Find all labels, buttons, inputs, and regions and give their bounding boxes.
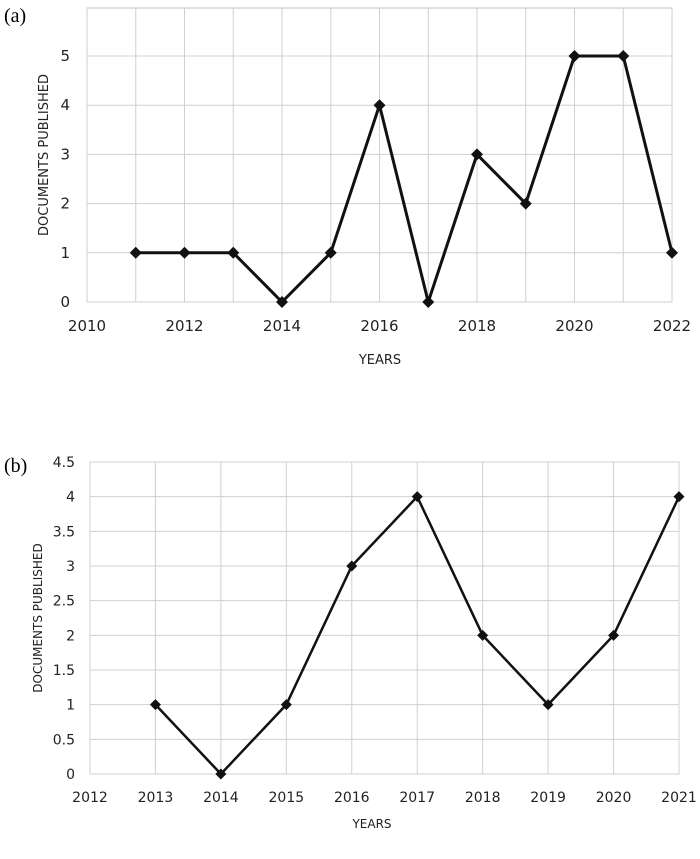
chart-b-data-point	[477, 629, 489, 641]
chart-a-x-tick-label: 2020	[555, 317, 593, 335]
chart-b-x-tick-label: 2013	[138, 790, 174, 806]
chart-a-x-tick-label: 2022	[653, 317, 691, 335]
chart-a-y-tick-label: 3	[60, 145, 70, 163]
chart-a-x-axis-title: YEARS	[358, 353, 401, 368]
chart-a-x-tick-label: 2016	[360, 317, 398, 335]
chart-b-y-tick-label: 0.5	[53, 732, 75, 748]
chart-b-y-tick-labels: 0 0.5 1 1.5 2 2.5 3 3.5 4 4.5	[53, 455, 75, 783]
chart-b-y-axis-title: DOCUMENTS PUBLISHED	[31, 543, 45, 692]
chart-a-data-point	[129, 246, 142, 259]
chart-b-data-point	[149, 699, 161, 711]
chart-a-data-point	[324, 246, 337, 259]
chart-a-data-point	[471, 148, 483, 161]
chart-b-x-tick-label: 2019	[530, 790, 566, 806]
chart-a-data-point	[666, 246, 678, 259]
chart-a-data-point	[227, 246, 240, 259]
chart-b-x-tick-label: 2014	[203, 790, 239, 806]
chart-a-data-point	[617, 50, 630, 62]
chart-b-gridlines	[89, 461, 680, 775]
chart-b-y-tick-label: 3.5	[53, 524, 75, 540]
chart-b-data-point	[280, 699, 292, 711]
chart-b-x-tick-label: 2015	[269, 790, 305, 806]
chart-a-y-tick-labels: 0 1 2 3 4 5	[60, 47, 70, 311]
chart-b-series	[149, 491, 685, 780]
chart-b-data-point	[608, 629, 620, 641]
chart-a-data-point	[422, 296, 435, 308]
chart-b-x-tick-label: 2012	[72, 790, 108, 806]
chart-b-data-point	[411, 491, 423, 503]
chart-a-y-tick-label: 2	[60, 195, 70, 213]
chart-a-x-tick-label: 2014	[263, 317, 301, 335]
chart-b-y-tick-label: 1	[66, 698, 75, 714]
chart-b-y-tick-label: 4	[66, 490, 75, 506]
chart-a-y-tick-label: 0	[60, 293, 70, 311]
chart-b-data-point	[346, 560, 358, 572]
chart-a-x-tick-label: 2018	[458, 317, 496, 335]
chart-b-x-tick-label: 2018	[465, 790, 501, 806]
chart-a-gridlines	[86, 7, 673, 303]
chart-b-x-tick-label: 2021	[661, 790, 697, 806]
chart-b-y-tick-label: 2.5	[53, 594, 75, 610]
chart-a-y-tick-label: 4	[60, 96, 70, 114]
chart-a-series	[129, 50, 678, 308]
chart-a-data-point	[178, 246, 191, 259]
chart-b-x-tick-labels: 2012 2013 2014 2015 2016 2017 2018 2019 2020 2021	[72, 790, 697, 806]
chart-b-data-point	[542, 699, 554, 711]
chart-b-x-axis-title: YEARS	[351, 817, 391, 831]
chart-a-x-tick-labels: 2010 2012 2014 2016 2018 2020 2022	[68, 317, 691, 335]
chart-a-data-point	[568, 50, 581, 62]
chart-a-data-point	[373, 99, 386, 112]
chart-b-y-tick-label: 4.5	[53, 455, 75, 471]
chart-b: (b) 00.511.522.533.544.5 2012 2013 2014 201…	[4, 455, 697, 831]
chart-a-x-tick-label: 2012	[165, 317, 203, 335]
chart-a-series-line	[135, 54, 674, 308]
panel-label-a: (a)	[4, 5, 26, 27]
chart-a-y-axis-title: DOCUMENTS PUBLISHED	[37, 74, 52, 236]
chart-a-data-point	[276, 296, 288, 308]
chart-b-x-tick-label: 2016	[334, 790, 370, 806]
chart-a-data-point	[519, 197, 532, 210]
chart-b-y-tick-label: 1.5	[53, 663, 75, 679]
chart-b-data-point	[215, 768, 227, 780]
panel-label-b: (b)	[4, 455, 27, 477]
chart-b-y-tick-label: 0	[66, 767, 75, 783]
chart-a-y-tick-label: 5	[60, 47, 70, 65]
chart-a-y-tick-label: 1	[60, 244, 70, 262]
chart-b-x-tick-label: 2020	[596, 790, 632, 806]
chart-b-x-tick-label: 2017	[399, 790, 435, 806]
chart-b-data-point	[673, 491, 685, 503]
chart-a-x-tick-label: 2010	[68, 317, 106, 335]
chart-b-y-tick-label: 3	[66, 559, 75, 575]
chart-b-y-tick-label: 2	[66, 628, 75, 644]
